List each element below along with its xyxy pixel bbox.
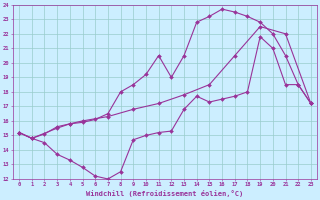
X-axis label: Windchill (Refroidissement éolien,°C): Windchill (Refroidissement éolien,°C) xyxy=(86,190,244,197)
